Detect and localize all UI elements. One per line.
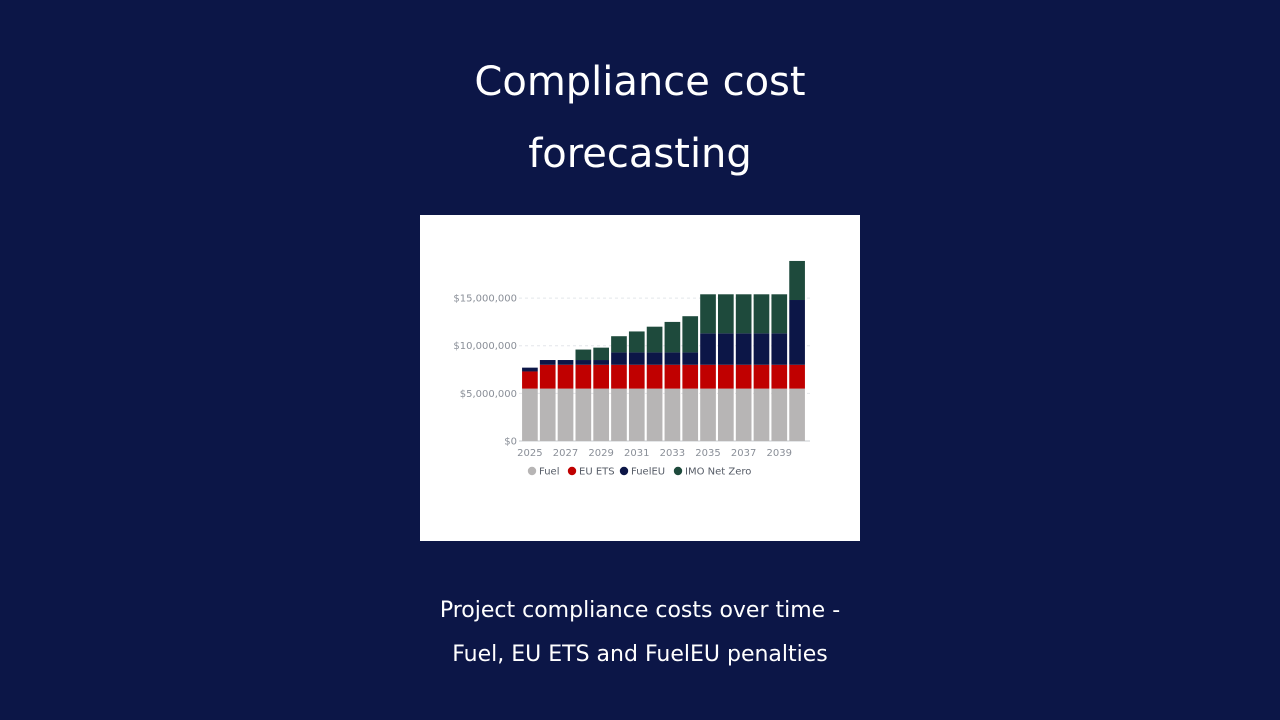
page-title-line-1: Compliance cost bbox=[474, 59, 806, 105]
bar-segment-fuel bbox=[718, 388, 734, 441]
bar-segment-imo-net-zero bbox=[718, 294, 734, 334]
bar-segment-imo-net-zero bbox=[628, 331, 645, 353]
bar-segment-fuel bbox=[522, 388, 538, 441]
y-tick-label: $0 bbox=[504, 437, 517, 448]
bar-segment-fuel bbox=[593, 388, 609, 441]
bar-segment-eu-ets bbox=[700, 364, 716, 389]
bar-segment-fueleu bbox=[735, 333, 752, 365]
bar-segment-imo-net-zero bbox=[664, 321, 681, 353]
x-tick-label: 2025 bbox=[517, 448, 542, 459]
bar-segment-fuel bbox=[628, 388, 645, 441]
bar-segment-eu-ets bbox=[557, 364, 574, 389]
bar-segment-fueleu bbox=[700, 333, 716, 365]
y-tick-label: $5,000,000 bbox=[460, 389, 517, 400]
bar-segment-fueleu bbox=[718, 333, 734, 365]
bar-segment-eu-ets bbox=[628, 364, 645, 389]
bar-segment-fueleu bbox=[611, 352, 627, 365]
bar-segment-fuel bbox=[664, 388, 681, 441]
bar-segment-eu-ets bbox=[718, 364, 734, 389]
bar-segment-fuel bbox=[682, 388, 699, 441]
legend-swatch bbox=[619, 466, 629, 476]
page-subtitle: Project compliance costs over time - Fue… bbox=[0, 589, 1280, 677]
bar-segment-eu-ets bbox=[735, 364, 752, 389]
bar-segment-imo-net-zero bbox=[682, 316, 699, 353]
x-tick-label: 2027 bbox=[553, 448, 578, 459]
bar-segment-fuel bbox=[735, 388, 752, 441]
page-title-line-2: forecasting bbox=[528, 131, 752, 177]
bar-segment-imo-net-zero bbox=[646, 326, 663, 353]
bar-segment-fueleu bbox=[682, 352, 699, 365]
bar-segment-imo-net-zero bbox=[700, 294, 716, 334]
legend-label: Fuel bbox=[539, 467, 559, 478]
bar-segment-eu-ets bbox=[611, 364, 627, 389]
legend-label: IMO Net Zero bbox=[685, 467, 751, 478]
bar-segment-fuel bbox=[646, 388, 663, 441]
bar-segment-fuel bbox=[575, 388, 592, 441]
page-title: Compliance cost forecasting bbox=[0, 46, 1280, 190]
bar-segment-fuel bbox=[789, 388, 805, 441]
bar-segment-fuel bbox=[557, 388, 574, 441]
legend-swatch bbox=[527, 466, 537, 476]
bar-segment-eu-ets bbox=[539, 364, 556, 389]
bar-segment-fueleu bbox=[628, 352, 645, 365]
bar-segment-eu-ets bbox=[753, 364, 770, 389]
bar-segment-imo-net-zero bbox=[593, 347, 609, 361]
bar-segment-fueleu bbox=[664, 352, 681, 365]
stacked-bar-chart: $0 $5,000,000 $10,000,000 $15,000,000 2025 20… bbox=[453, 260, 810, 478]
bar-segment-imo-net-zero bbox=[611, 336, 627, 353]
bar-segment-imo-net-zero bbox=[575, 349, 592, 361]
bar-segment-fuel bbox=[771, 388, 788, 441]
page-subtitle-line-1: Project compliance costs over time - bbox=[439, 598, 841, 623]
bar-segment-imo-net-zero bbox=[753, 294, 770, 334]
bar-segment-eu-ets bbox=[575, 364, 592, 389]
x-tick-label: 2035 bbox=[695, 448, 720, 459]
bar-segment-imo-net-zero bbox=[789, 260, 805, 301]
page-subtitle-line-2: Fuel, EU ETS and FuelEU penalties bbox=[452, 642, 828, 667]
bar-segment-eu-ets bbox=[789, 364, 805, 389]
bar-segment-eu-ets bbox=[646, 364, 663, 389]
bar-segment-fueleu bbox=[593, 360, 609, 365]
bar-segment-fueleu bbox=[539, 360, 556, 365]
x-tick-label: 2039 bbox=[767, 448, 792, 459]
bar-segment-eu-ets bbox=[593, 364, 609, 389]
bar-segment-fueleu bbox=[522, 367, 538, 372]
bar-segment-fuel bbox=[539, 388, 556, 441]
bar-segment-eu-ets bbox=[664, 364, 681, 389]
legend-label: EU ETS bbox=[579, 467, 615, 478]
bar-segment-fueleu bbox=[557, 360, 574, 365]
bar-segment-imo-net-zero bbox=[771, 294, 788, 334]
legend-label: FuelEU bbox=[631, 467, 665, 478]
bar-segment-eu-ets bbox=[522, 371, 538, 389]
legend-swatch bbox=[567, 466, 577, 476]
x-tick-label: 2037 bbox=[731, 448, 756, 459]
x-tick-label: 2033 bbox=[660, 448, 685, 459]
legend-swatch bbox=[673, 466, 683, 476]
y-tick-label: $10,000,000 bbox=[453, 341, 517, 352]
y-tick-label: $15,000,000 bbox=[453, 294, 517, 305]
bar-segment-fuel bbox=[611, 388, 627, 441]
bar-segment-fueleu bbox=[753, 333, 770, 365]
x-tick-label: 2029 bbox=[588, 448, 613, 459]
bar-segment-fueleu bbox=[789, 300, 805, 365]
bar-segment-imo-net-zero bbox=[735, 294, 752, 334]
bar-segment-fueleu bbox=[771, 333, 788, 365]
bar-segment-fuel bbox=[700, 388, 716, 441]
bar-segment-fueleu bbox=[646, 352, 663, 365]
bar-segment-fueleu bbox=[575, 360, 592, 365]
bar-segment-eu-ets bbox=[682, 364, 699, 389]
bar-segment-eu-ets bbox=[771, 364, 788, 389]
chart-card: $0 $5,000,000 $10,000,000 $15,000,000 2025 20… bbox=[420, 215, 860, 541]
x-tick-label: 2031 bbox=[624, 448, 649, 459]
bar-segment-fuel bbox=[753, 388, 770, 441]
